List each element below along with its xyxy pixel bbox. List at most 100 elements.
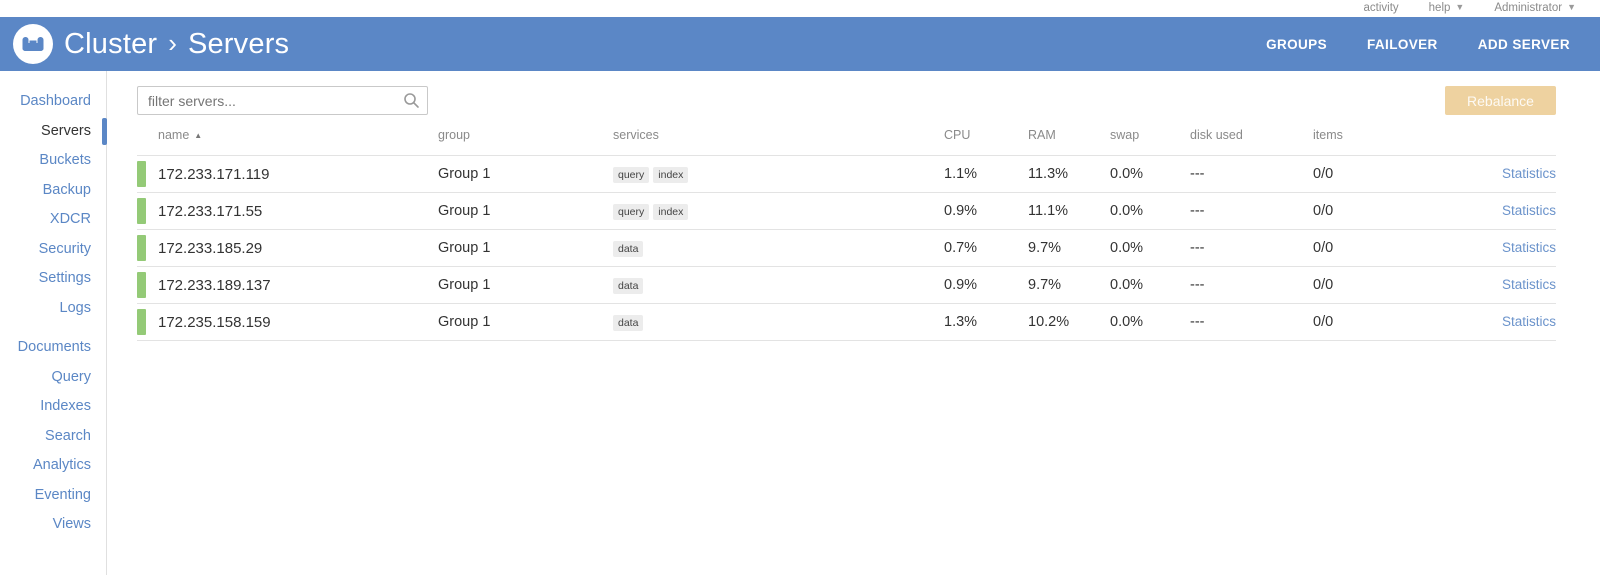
sidebar-item-dashboard[interactable]: Dashboard	[20, 93, 91, 109]
server-swap: 0.0%	[1110, 166, 1144, 182]
service-badge: query	[613, 166, 650, 184]
statistics-link[interactable]: Statistics	[1501, 166, 1556, 181]
sidebar-item-backup[interactable]: Backup	[42, 181, 91, 198]
sidebar-item-documents[interactable]: Documents	[17, 339, 91, 355]
statistics-link[interactable]: Statistics	[1501, 277, 1556, 292]
sidebar-group-divider	[0, 323, 106, 333]
service-badge: query	[613, 203, 650, 221]
server-items: 0/0	[1313, 314, 1334, 330]
sidebar-item-xdcr[interactable]: XDCR	[49, 211, 91, 227]
server-ram: 10.2%	[1028, 314, 1070, 330]
sidebar-item-security[interactable]: Security	[38, 240, 91, 257]
server-name: 172.233.185.29	[158, 239, 263, 257]
health-indicator	[137, 161, 146, 187]
sidebar-item-analytics[interactable]: Analytics	[32, 457, 91, 473]
breadcrumb-cluster[interactable]: Cluster	[64, 27, 158, 60]
server-items: 0/0	[1313, 166, 1334, 182]
health-indicator	[137, 198, 146, 224]
column-header-swap[interactable]: swap	[1110, 128, 1140, 142]
chevron-down-icon: ▼	[1567, 2, 1576, 12]
health-indicator	[137, 235, 146, 261]
name-header-label: name	[158, 128, 190, 142]
breadcrumb-separator: ›	[168, 27, 177, 58]
activity-link[interactable]: activity	[1364, 2, 1399, 14]
server-services: query index	[613, 202, 944, 221]
server-cpu: 1.1%	[944, 166, 978, 182]
add-server-button[interactable]: ADD SERVER	[1472, 36, 1576, 53]
main-content: Rebalance name ▲ group services CPU RAM …	[107, 71, 1600, 575]
server-disk-used: ---	[1190, 166, 1205, 182]
table-row[interactable]: 172.233.171.55 Group 1 query index 0.9% 1…	[137, 192, 1556, 229]
column-header-items[interactable]: items	[1313, 128, 1343, 142]
sidebar-item-servers[interactable]: Servers	[0, 117, 107, 147]
server-name: 172.233.189.137	[158, 276, 271, 294]
server-services: data	[613, 313, 944, 332]
server-cpu: 0.9%	[944, 203, 978, 219]
search-icon	[404, 93, 419, 108]
sidebar: Dashboard Servers Buckets Backup XDCR Se…	[0, 71, 107, 575]
column-header-disk-used[interactable]: disk used	[1190, 128, 1243, 142]
activity-label: activity	[1363, 1, 1399, 14]
health-indicator	[137, 272, 146, 298]
table-row[interactable]: 172.235.158.159 Group 1 data 1.3% 10.2% …	[137, 303, 1556, 340]
service-badge: index	[653, 166, 689, 184]
server-swap: 0.0%	[1110, 314, 1144, 330]
sidebar-item-views[interactable]: Views	[52, 516, 91, 532]
sidebar-item-buckets[interactable]: Buckets	[39, 152, 91, 168]
server-items: 0/0	[1313, 240, 1334, 256]
table-row[interactable]: 172.233.189.137 Group 1 data 0.9% 9.7% 0…	[137, 266, 1556, 303]
server-name: 172.233.171.119	[158, 165, 270, 183]
service-badge: data	[613, 277, 644, 295]
column-header-group[interactable]: group	[438, 128, 470, 142]
server-items: 0/0	[1313, 277, 1334, 293]
server-group: Group 1	[438, 314, 491, 330]
sidebar-item-search[interactable]: Search	[45, 427, 91, 444]
service-badge: data	[613, 240, 644, 258]
server-cpu: 0.9%	[944, 277, 978, 293]
service-badge: index	[653, 203, 689, 221]
sidebar-item-logs[interactable]: Logs	[59, 299, 91, 316]
server-ram: 11.1%	[1028, 203, 1069, 219]
server-cpu: 0.7%	[944, 240, 978, 256]
server-ram: 11.3%	[1028, 166, 1069, 182]
sidebar-item-query[interactable]: Query	[51, 368, 92, 385]
column-header-name[interactable]: name ▲	[158, 128, 438, 142]
server-services: data	[613, 239, 944, 258]
column-header-cpu[interactable]: CPU	[944, 128, 971, 142]
table-row[interactable]: 172.233.185.29 Group 1 data 0.7% 9.7% 0.…	[137, 229, 1556, 266]
groups-button[interactable]: GROUPS	[1260, 36, 1333, 53]
table-row[interactable]: 172.233.171.119 Group 1 query index 1.1% …	[137, 155, 1556, 192]
server-disk-used: ---	[1190, 314, 1205, 330]
server-name: 172.233.171.55	[158, 202, 263, 220]
utility-bar: activity help ▼ Administrator ▼	[0, 0, 1600, 17]
chevron-down-icon: ▼	[1455, 2, 1465, 12]
table-header: name ▲ group services CPU RAM swap disk …	[137, 128, 1556, 155]
sort-asc-icon: ▲	[194, 130, 203, 140]
server-items: 0/0	[1313, 203, 1334, 219]
column-header-services[interactable]: services	[613, 128, 659, 142]
server-swap: 0.0%	[1110, 203, 1144, 219]
statistics-link[interactable]: Statistics	[1501, 314, 1556, 329]
failover-button[interactable]: FAILOVER	[1361, 36, 1444, 53]
sidebar-item-eventing[interactable]: Eventing	[34, 486, 91, 503]
server-services: query index	[613, 165, 944, 184]
header-actions: GROUPS FAILOVER ADD SERVER	[1260, 36, 1576, 53]
column-header-ram[interactable]: RAM	[1028, 128, 1056, 142]
health-indicator	[137, 309, 146, 335]
statistics-link[interactable]: Statistics	[1501, 203, 1556, 218]
user-label: Administrator	[1494, 1, 1563, 14]
statistics-link[interactable]: Statistics	[1501, 240, 1556, 255]
rebalance-button[interactable]: Rebalance	[1445, 86, 1556, 115]
service-badge: data	[613, 314, 644, 332]
user-menu[interactable]: Administrator ▼	[1494, 2, 1576, 14]
server-group: Group 1	[438, 203, 491, 219]
page-title: Servers	[187, 27, 290, 60]
server-name: 172.235.158.159	[158, 313, 271, 331]
server-swap: 0.0%	[1110, 240, 1144, 256]
server-group: Group 1	[438, 166, 491, 182]
help-menu[interactable]: help ▼	[1429, 2, 1465, 14]
sidebar-item-settings[interactable]: Settings	[38, 270, 91, 286]
filter-servers-input[interactable]	[137, 86, 428, 115]
server-services: data	[613, 276, 944, 295]
sidebar-item-indexes[interactable]: Indexes	[40, 398, 91, 414]
